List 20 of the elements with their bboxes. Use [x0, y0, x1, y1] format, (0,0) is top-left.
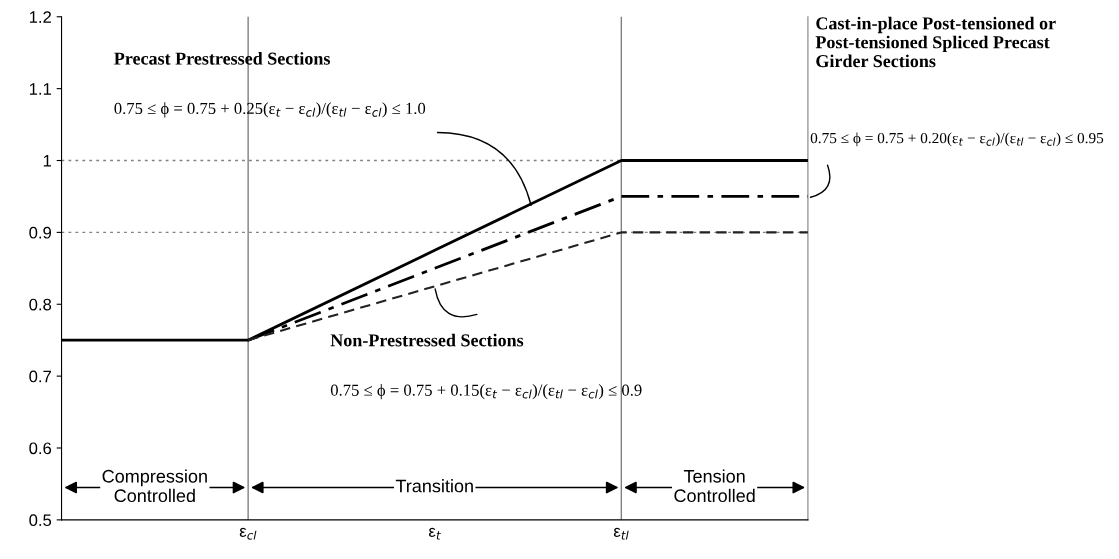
annotation: Compression Controlled	[102, 469, 207, 503]
text: 0.75 ≤ ϕ = 0.75 + 0.20(ε$_{t}$ − ε$_{cl}$)/(ε$_{tl}$ − ε$_{cl}$) ≤ 0.95	[810, 132, 1104, 147]
x-tick-label: ε$_{t}$	[428, 527, 441, 540]
annotation: Non-Prestressed Sections	[330, 333, 524, 347]
y-tick-label: 1.2	[29, 11, 51, 23]
y-tick-label: 0.6	[29, 442, 52, 455]
annotation: Precast Prestressed Sections	[114, 51, 330, 65]
text: Cast-in-place Post-tensioned or Post-tensioned Spliced Precast Girder Sections	[815, 16, 1056, 68]
y-tick-label: 0.5	[29, 514, 52, 527]
annotation: Transition	[395, 479, 473, 493]
text: 0.75 ≤ ϕ = 0.75 + 0.25(ε$_{t}$ − ε$_{cl}$)/(ε$_{tl}$ − ε$_{cl}$) ≤ 1.0	[114, 102, 426, 118]
annotation: Tension Controlled	[674, 469, 755, 503]
y-tick-label: 0.7	[29, 370, 51, 383]
x-tick-label: ε$_{tl}$	[613, 527, 629, 540]
y-tick-label: 1.1	[29, 83, 52, 95]
y-tick-label: 0.9	[29, 226, 52, 239]
x-tick-label: ε$_{cl}$	[239, 527, 257, 540]
y-tick-label: 1	[43, 155, 52, 167]
y-tick-label: 0.8	[29, 298, 52, 311]
text: 0.75 ≤ ϕ = 0.75 + 0.15(ε$_{t}$ − ε$_{cl}$)/(ε$_{tl}$ − ε$_{cl}$) ≤ 0.9	[330, 384, 642, 400]
